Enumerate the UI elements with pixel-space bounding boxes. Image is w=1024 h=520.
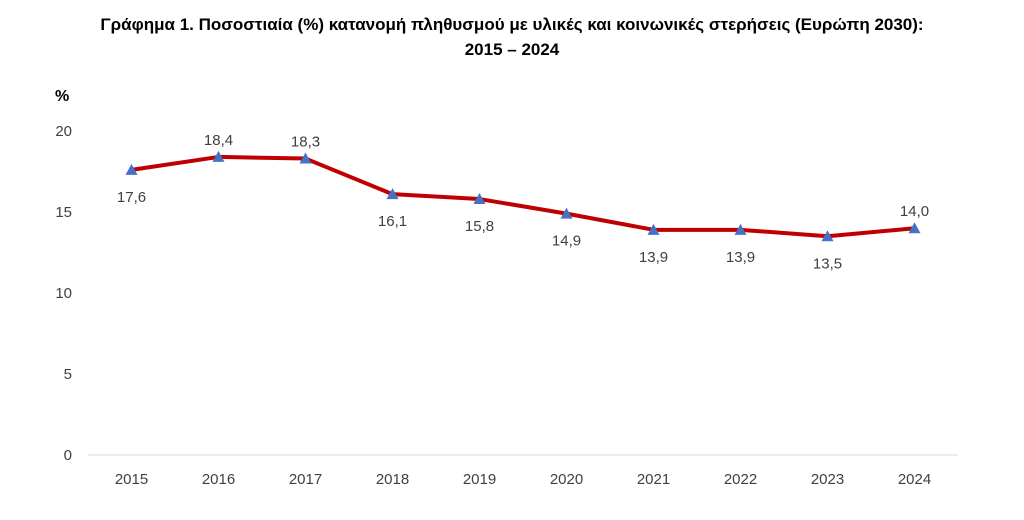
data-point-marker <box>647 223 660 235</box>
data-label: 13,5 <box>813 255 842 272</box>
data-point-marker <box>125 163 138 175</box>
data-point-marker <box>734 223 747 235</box>
x-tick-label: 2018 <box>376 471 409 488</box>
series-line <box>129 154 917 239</box>
x-tick-label: 2015 <box>115 471 148 488</box>
x-tick-label: 2023 <box>811 471 844 488</box>
series-line-group <box>129 154 917 239</box>
y-tick-label: 10 <box>55 285 72 302</box>
data-point-marker <box>908 222 921 234</box>
axes: % 0 5 10 15 20 2015 2016 2017 2018 2019 2020 2021 202… <box>55 88 958 488</box>
data-label: 18,4 <box>204 132 233 149</box>
y-tick-label: 0 <box>64 447 72 464</box>
data-label: 17,6 <box>117 189 146 206</box>
x-tick-label: 2021 <box>637 471 670 488</box>
data-point-marker <box>299 152 312 164</box>
marker-group <box>125 150 921 242</box>
x-tick-label: 2020 <box>550 471 583 488</box>
data-label: 15,8 <box>465 218 494 235</box>
data-point-marker <box>473 193 486 205</box>
x-tick-label: 2024 <box>898 471 931 488</box>
data-point-marker <box>386 188 399 200</box>
x-tick-label: 2019 <box>463 471 496 488</box>
data-point-marker <box>821 230 834 242</box>
y-tick-label: 15 <box>55 204 72 221</box>
y-axis-unit-label: % <box>55 88 69 105</box>
data-label-group: 17,6 18,4 18,3 16,1 15,8 14,9 13,9 13,9 13,5 14,0 <box>117 132 929 272</box>
x-tick-label: 2022 <box>724 471 757 488</box>
data-label: 16,1 <box>378 213 407 230</box>
x-tick-label: 2017 <box>289 471 322 488</box>
data-label: 13,9 <box>639 249 668 266</box>
chart-title: Γράφημα 1. Ποσοστιαία (%) κατανομή πληθυ… <box>0 12 1024 62</box>
y-tick-label: 5 <box>64 366 72 383</box>
x-tick-label: 2016 <box>202 471 235 488</box>
chart-title-line1: Γράφημα 1. Ποσοστιαία (%) κατανομή πληθυ… <box>100 15 924 34</box>
data-label: 18,3 <box>291 134 320 151</box>
y-tick-label: 20 <box>55 123 72 140</box>
data-label: 14,9 <box>552 233 581 250</box>
chart-title-line2: 2015 – 2024 <box>464 40 560 59</box>
data-point-marker <box>560 207 573 219</box>
data-point-marker <box>212 150 225 162</box>
data-label: 14,0 <box>900 203 929 220</box>
data-label: 13,9 <box>726 249 755 266</box>
